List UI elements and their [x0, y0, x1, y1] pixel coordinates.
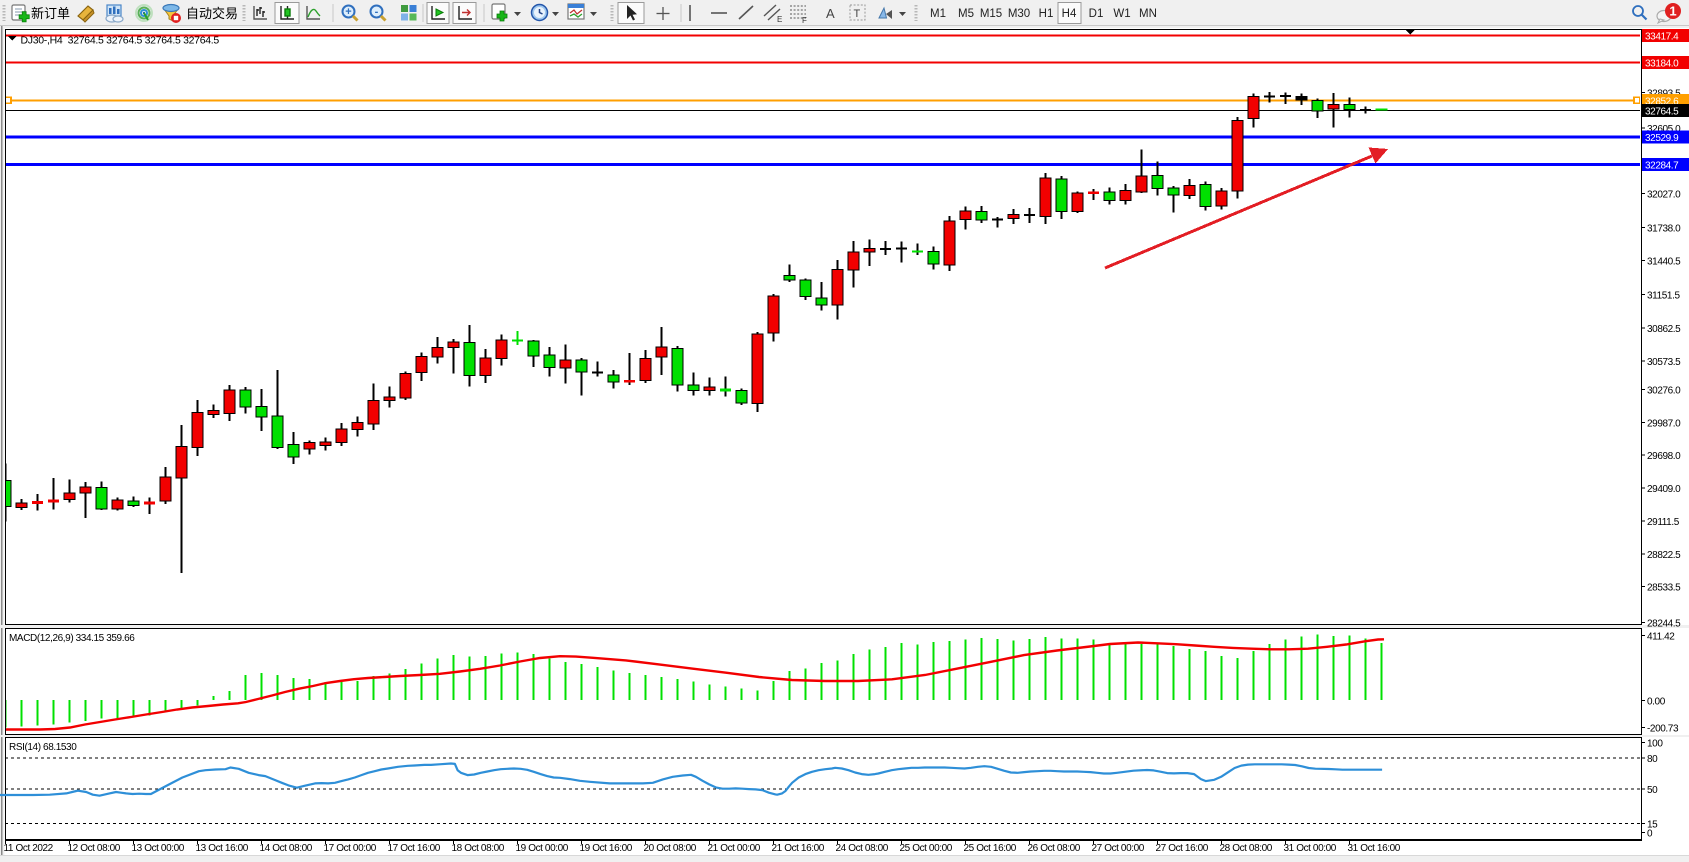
- svg-text:29987.0: 29987.0: [1647, 419, 1681, 430]
- svg-text:17 Oct 16:00: 17 Oct 16:00: [388, 843, 441, 854]
- svg-text:29409.0: 29409.0: [1647, 484, 1681, 495]
- svg-text:32764.5: 32764.5: [1645, 106, 1679, 117]
- svg-text:F: F: [802, 16, 807, 25]
- svg-text:21 Oct 16:00: 21 Oct 16:00: [772, 843, 825, 854]
- svg-text:27 Oct 16:00: 27 Oct 16:00: [1156, 843, 1209, 854]
- svg-text:T: T: [854, 8, 861, 20]
- svg-text:14 Oct 08:00: 14 Oct 08:00: [260, 843, 313, 854]
- svg-text:26 Oct 08:00: 26 Oct 08:00: [1028, 843, 1081, 854]
- svg-text:25 Oct 16:00: 25 Oct 16:00: [964, 843, 1017, 854]
- svg-text:D1: D1: [1089, 8, 1104, 20]
- svg-text:31440.5: 31440.5: [1647, 257, 1681, 268]
- svg-text:25 Oct 00:00: 25 Oct 00:00: [900, 843, 953, 854]
- svg-text:32852.6: 32852.6: [1645, 96, 1679, 107]
- svg-text:20 Oct 08:00: 20 Oct 08:00: [644, 843, 697, 854]
- svg-text:17 Oct 00:00: 17 Oct 00:00: [324, 843, 377, 854]
- svg-text:28244.5: 28244.5: [1647, 618, 1681, 629]
- svg-text:+: +: [345, 6, 351, 18]
- svg-text:自动交易: 自动交易: [186, 6, 238, 21]
- svg-text:1: 1: [1669, 4, 1676, 19]
- svg-text:32284.7: 32284.7: [1645, 161, 1679, 172]
- svg-text:15: 15: [1647, 820, 1658, 831]
- svg-text:28 Oct 08:00: 28 Oct 08:00: [1220, 843, 1273, 854]
- svg-text:29111.5: 29111.5: [1647, 517, 1680, 528]
- svg-text:32027.0: 32027.0: [1647, 190, 1681, 201]
- svg-text:0: 0: [1647, 829, 1653, 840]
- svg-text:MN: MN: [1139, 8, 1157, 20]
- svg-text:19 Oct 00:00: 19 Oct 00:00: [516, 843, 569, 854]
- svg-text:新订单: 新订单: [31, 6, 70, 21]
- svg-text:H4: H4: [1062, 8, 1077, 20]
- svg-text:27 Oct 00:00: 27 Oct 00:00: [1092, 843, 1145, 854]
- svg-text:E: E: [777, 15, 782, 24]
- svg-text:11 Oct 2022: 11 Oct 2022: [4, 843, 54, 854]
- svg-text:31 Oct 00:00: 31 Oct 00:00: [1284, 843, 1337, 854]
- svg-text:H1: H1: [1039, 8, 1054, 20]
- svg-text:18 Oct 08:00: 18 Oct 08:00: [452, 843, 505, 854]
- svg-text:M30: M30: [1008, 8, 1030, 20]
- svg-text:M15: M15: [980, 8, 1002, 20]
- svg-text:A: A: [826, 6, 835, 21]
- svg-text:32529.9: 32529.9: [1645, 133, 1679, 144]
- svg-text:13 Oct 16:00: 13 Oct 16:00: [196, 843, 249, 854]
- svg-text:50: 50: [1647, 785, 1658, 796]
- svg-text:13 Oct 00:00: 13 Oct 00:00: [132, 843, 185, 854]
- svg-text:33184.0: 33184.0: [1645, 58, 1679, 69]
- svg-text:29698.0: 29698.0: [1647, 451, 1681, 462]
- svg-text:100: 100: [1647, 739, 1663, 750]
- svg-text:21 Oct 00:00: 21 Oct 00:00: [708, 843, 761, 854]
- svg-text:30573.5: 30573.5: [1647, 357, 1681, 368]
- svg-text:28533.5: 28533.5: [1647, 582, 1681, 593]
- svg-text:M1: M1: [930, 8, 946, 20]
- svg-text:12 Oct 08:00: 12 Oct 08:00: [68, 843, 121, 854]
- svg-text:28822.5: 28822.5: [1647, 550, 1681, 561]
- svg-text:RSI(14) 68.1530: RSI(14) 68.1530: [9, 742, 77, 753]
- svg-text:0.00: 0.00: [1647, 696, 1666, 707]
- svg-text:M5: M5: [958, 8, 974, 20]
- svg-text:80: 80: [1647, 754, 1658, 765]
- svg-text:30862.5: 30862.5: [1647, 324, 1681, 335]
- svg-text:31151.5: 31151.5: [1647, 290, 1680, 301]
- svg-text:31 Oct 16:00: 31 Oct 16:00: [1348, 843, 1401, 854]
- svg-text:-: -: [375, 6, 379, 18]
- svg-text:32605.0: 32605.0: [1647, 124, 1681, 135]
- svg-text:24 Oct 08:00: 24 Oct 08:00: [836, 843, 889, 854]
- svg-text:W1: W1: [1113, 8, 1130, 20]
- svg-text:411.42: 411.42: [1647, 631, 1675, 642]
- svg-text:33417.4: 33417.4: [1645, 32, 1679, 43]
- svg-text:MACD(12,26,9) 334.15 359.66: MACD(12,26,9) 334.15 359.66: [9, 633, 135, 644]
- svg-text:DJ30-,H4 32764.5 32764.5 3276: DJ30-,H4 32764.5 32764.5 32764.5 32764.5: [21, 35, 220, 47]
- svg-text:-200.73: -200.73: [1647, 724, 1679, 735]
- svg-text:30276.0: 30276.0: [1647, 386, 1681, 397]
- svg-text:31738.0: 31738.0: [1647, 223, 1681, 234]
- svg-text:19 Oct 16:00: 19 Oct 16:00: [580, 843, 633, 854]
